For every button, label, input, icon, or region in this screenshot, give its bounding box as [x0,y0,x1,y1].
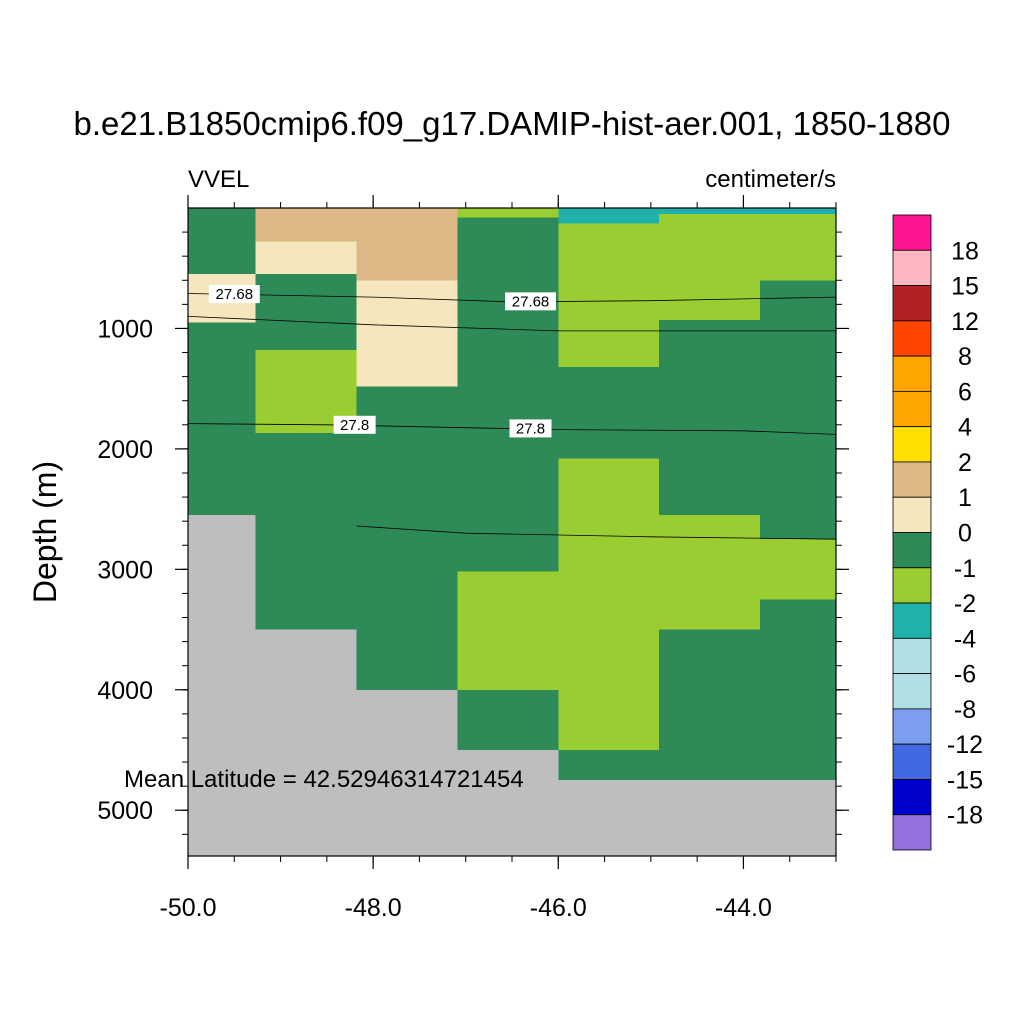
colorbar-box [892,708,932,745]
colorbar-box [892,532,932,569]
colorbar-label: -6 [954,661,976,689]
colorbar-label: -18 [947,802,983,830]
heatmap-cell [558,750,836,781]
contour-line [356,525,837,540]
colorbar-label: 6 [958,378,972,406]
colorbar-box [892,673,932,710]
colorbar-box [892,461,932,498]
colorbar-box [892,779,932,816]
land-cell [356,689,458,856]
contour-label-bg [505,292,557,311]
y-tick-label: 1000 [97,315,153,343]
contour-lines: 27.68 27.68 27.8 27.8 [187,285,837,540]
contour-line [187,316,836,332]
heatmap-cell [659,214,761,321]
heatmap-cell [457,571,559,690]
colorbar-box [892,214,932,251]
colorbar-label: 8 [958,343,972,371]
variable-label: VVEL [188,166,249,193]
heatmap-cell [558,208,660,224]
heatmap-cell [457,208,559,218]
y-tick-label: 2000 [97,436,153,464]
y-tick-label: 3000 [97,556,153,584]
heatmap-cell [255,208,357,242]
colorbar-label: -1 [954,555,976,583]
colorbar-box [892,285,932,322]
contour-label-bg [333,415,376,434]
contour-label: 27.8 [340,417,369,434]
colorbar-box [892,602,932,639]
contour-label-bg [509,419,552,438]
land-cell [255,629,357,856]
y-tick-label: 4000 [97,677,153,705]
plot-axes: -50.0 -48.0 -46.0 -44.0 1000 2000 3000 4000 5000 [97,195,849,922]
colorbar-label: 12 [951,308,979,336]
contour-label: 27.68 [512,293,550,310]
colorbar-box [892,637,932,675]
heatmap-cell [558,223,660,367]
colorbar-box [892,814,932,851]
heatmap-cell [659,515,761,630]
land-cell [457,750,559,856]
colorbar-label: 0 [958,520,972,548]
heatmap-cell [356,280,458,387]
colorbar-box [892,355,932,392]
heatmap-cell [356,208,458,281]
colorbar-box [892,320,932,357]
land-cell [558,780,836,856]
colorbar-box [892,390,932,428]
colorbar-box [892,496,932,533]
colorbar-label: 4 [958,414,972,442]
x-tick-label: -50.0 [160,894,217,922]
colorbar-label: -15 [947,766,983,794]
colorbar: 18 15 12 8 6 4 2 1 0 -1 -2 -4 -6 -8 -12 -15 -18 [892,214,983,851]
y-tick-label: 5000 [97,797,153,825]
y-axis-label: Depth (m) [27,461,63,603]
units-label: centimeter/s [705,166,836,193]
x-tick-label: -44.0 [715,894,772,922]
contour-label: 27.68 [216,286,254,303]
colorbar-label: 18 [951,237,979,265]
contour-line [187,423,837,435]
colorbar-label: -12 [947,731,983,759]
colorbar-box [892,567,932,604]
heatmap-cell [760,214,836,281]
contour-label: 27.8 [516,420,545,437]
heatmap-cell [558,458,660,751]
colorbar-box [892,743,932,780]
colorbar-box [892,249,932,286]
x-tick-label: -46.0 [530,894,587,922]
heatmap-cell [255,241,357,275]
colorbar-label: 1 [958,484,972,512]
x-tick-label: -48.0 [345,894,402,922]
contour-label-bg [208,285,260,304]
colorbar-label: -2 [954,590,976,618]
colorbar-label: 15 [951,273,979,301]
chart-title: b.e21.B1850cmip6.f09_g17.DAMIP-hist-aer.… [74,105,951,142]
land-cell [188,515,256,856]
colorbar-label: 2 [958,449,972,477]
colorbar-label: -8 [954,696,976,724]
heatmap-cells [188,208,836,856]
colorbar-box [892,426,932,463]
heatmap-cell [760,539,836,600]
mean-latitude-annotation: Mean Latitude = 42.52946314721454 [124,766,524,793]
colorbar-label: -4 [954,625,976,653]
heatmap-cell [659,208,836,215]
